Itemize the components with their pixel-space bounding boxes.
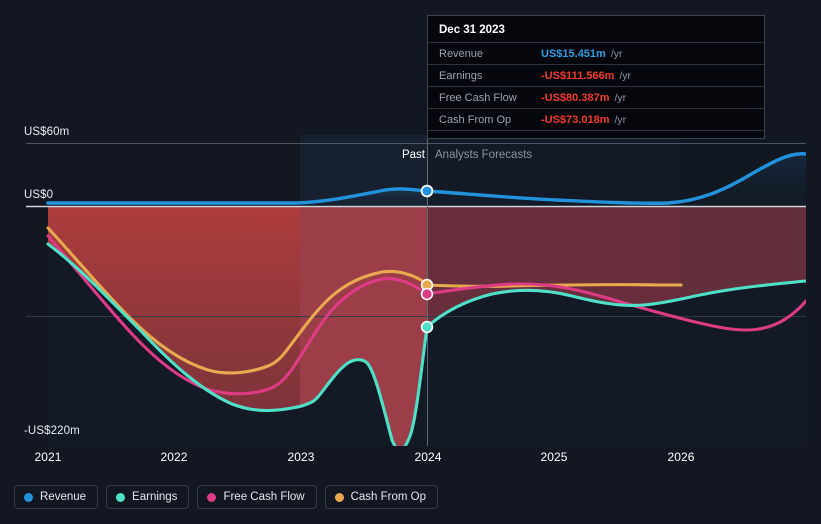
tooltip-unit-revenue: /yr xyxy=(610,47,623,60)
legend-item-cash-from-op[interactable]: Cash From Op xyxy=(324,485,439,509)
legend-label-free-cash-flow: Free Cash Flow xyxy=(223,491,305,503)
legend-label-cash-from-op: Cash From Op xyxy=(350,491,427,503)
legend-dot-cash-from-op-icon xyxy=(334,492,344,502)
marker-revenue xyxy=(420,184,434,198)
tooltip-value-free-cash-flow: -US$80.387m xyxy=(541,91,610,104)
series-line-earnings xyxy=(46,242,806,446)
legend-item-revenue[interactable]: Revenue xyxy=(14,485,99,509)
legend-dot-revenue-icon xyxy=(24,492,33,502)
legend-dot-free-cash-flow-icon xyxy=(207,492,217,502)
chart-legend: Revenue Earnings Free Cash Flow Cash Fro… xyxy=(14,485,439,509)
marker-free-cash-flow xyxy=(420,287,434,301)
revenue-area-forecast xyxy=(427,153,806,206)
series-line-free-cash-flow xyxy=(46,234,806,396)
tooltip-row-free-cash-flow: Free Cash Flow -US$80.387m /yr xyxy=(428,86,764,108)
x-axis-label-2025: 2025 xyxy=(540,450,568,464)
legend-item-free-cash-flow[interactable]: Free Cash Flow xyxy=(197,485,317,509)
tooltip-row-earnings: Earnings -US$111.566m /yr xyxy=(428,64,764,86)
legend-item-earnings[interactable]: Earnings xyxy=(106,485,190,509)
tooltip-row-revenue: Revenue US$15.451m /yr xyxy=(428,42,764,64)
tooltip-unit-cash-from-op: /yr xyxy=(614,113,627,126)
tooltip-footer-rule xyxy=(428,130,764,135)
past-label: Past xyxy=(401,149,425,161)
tooltip-title: Dec 31 2023 xyxy=(439,24,505,36)
tooltip-key-revenue: Revenue xyxy=(439,47,484,60)
y-axis-label-top: US$60m xyxy=(24,126,70,138)
x-axis-label-2021: 2021 xyxy=(34,450,62,464)
x-axis-label-2024: 2024 xyxy=(414,450,442,464)
tooltip-value-earnings: -US$111.566m xyxy=(541,69,615,82)
analysts-forecasts-label: Analysts Forecasts xyxy=(435,149,533,161)
tooltip-value-cash-from-op: -US$73.018m xyxy=(541,113,610,126)
y-axis-label-bottom: -US$220m xyxy=(24,425,80,437)
tooltip-value-revenue: US$15.451m xyxy=(541,47,606,60)
revenue-area-past xyxy=(48,188,427,206)
tooltip-key-cash-from-op: Cash From Op xyxy=(439,113,512,126)
x-axis-label-2026: 2026 xyxy=(667,450,695,464)
series-line-revenue xyxy=(46,152,806,205)
tooltip-unit-free-cash-flow: /yr xyxy=(614,91,627,104)
x-axis-label-2023: 2023 xyxy=(287,450,315,464)
legend-dot-earnings-icon xyxy=(116,492,126,502)
tooltip-key-earnings: Earnings xyxy=(439,69,483,82)
legend-label-earnings: Earnings xyxy=(132,491,178,503)
tooltip-key-free-cash-flow: Free Cash Flow xyxy=(439,91,517,104)
marker-earnings xyxy=(420,320,434,334)
y-axis-label-zero: US$0 xyxy=(24,189,54,201)
tooltip-unit-earnings: /yr xyxy=(619,69,632,82)
tooltip-row-cash-from-op: Cash From Op -US$73.018m /yr xyxy=(428,108,764,130)
data-tooltip: Dec 31 2023 Revenue US$15.451m /yr Earni… xyxy=(427,15,765,139)
x-axis-label-2022: 2022 xyxy=(160,450,188,464)
legend-label-revenue: Revenue xyxy=(40,491,87,503)
